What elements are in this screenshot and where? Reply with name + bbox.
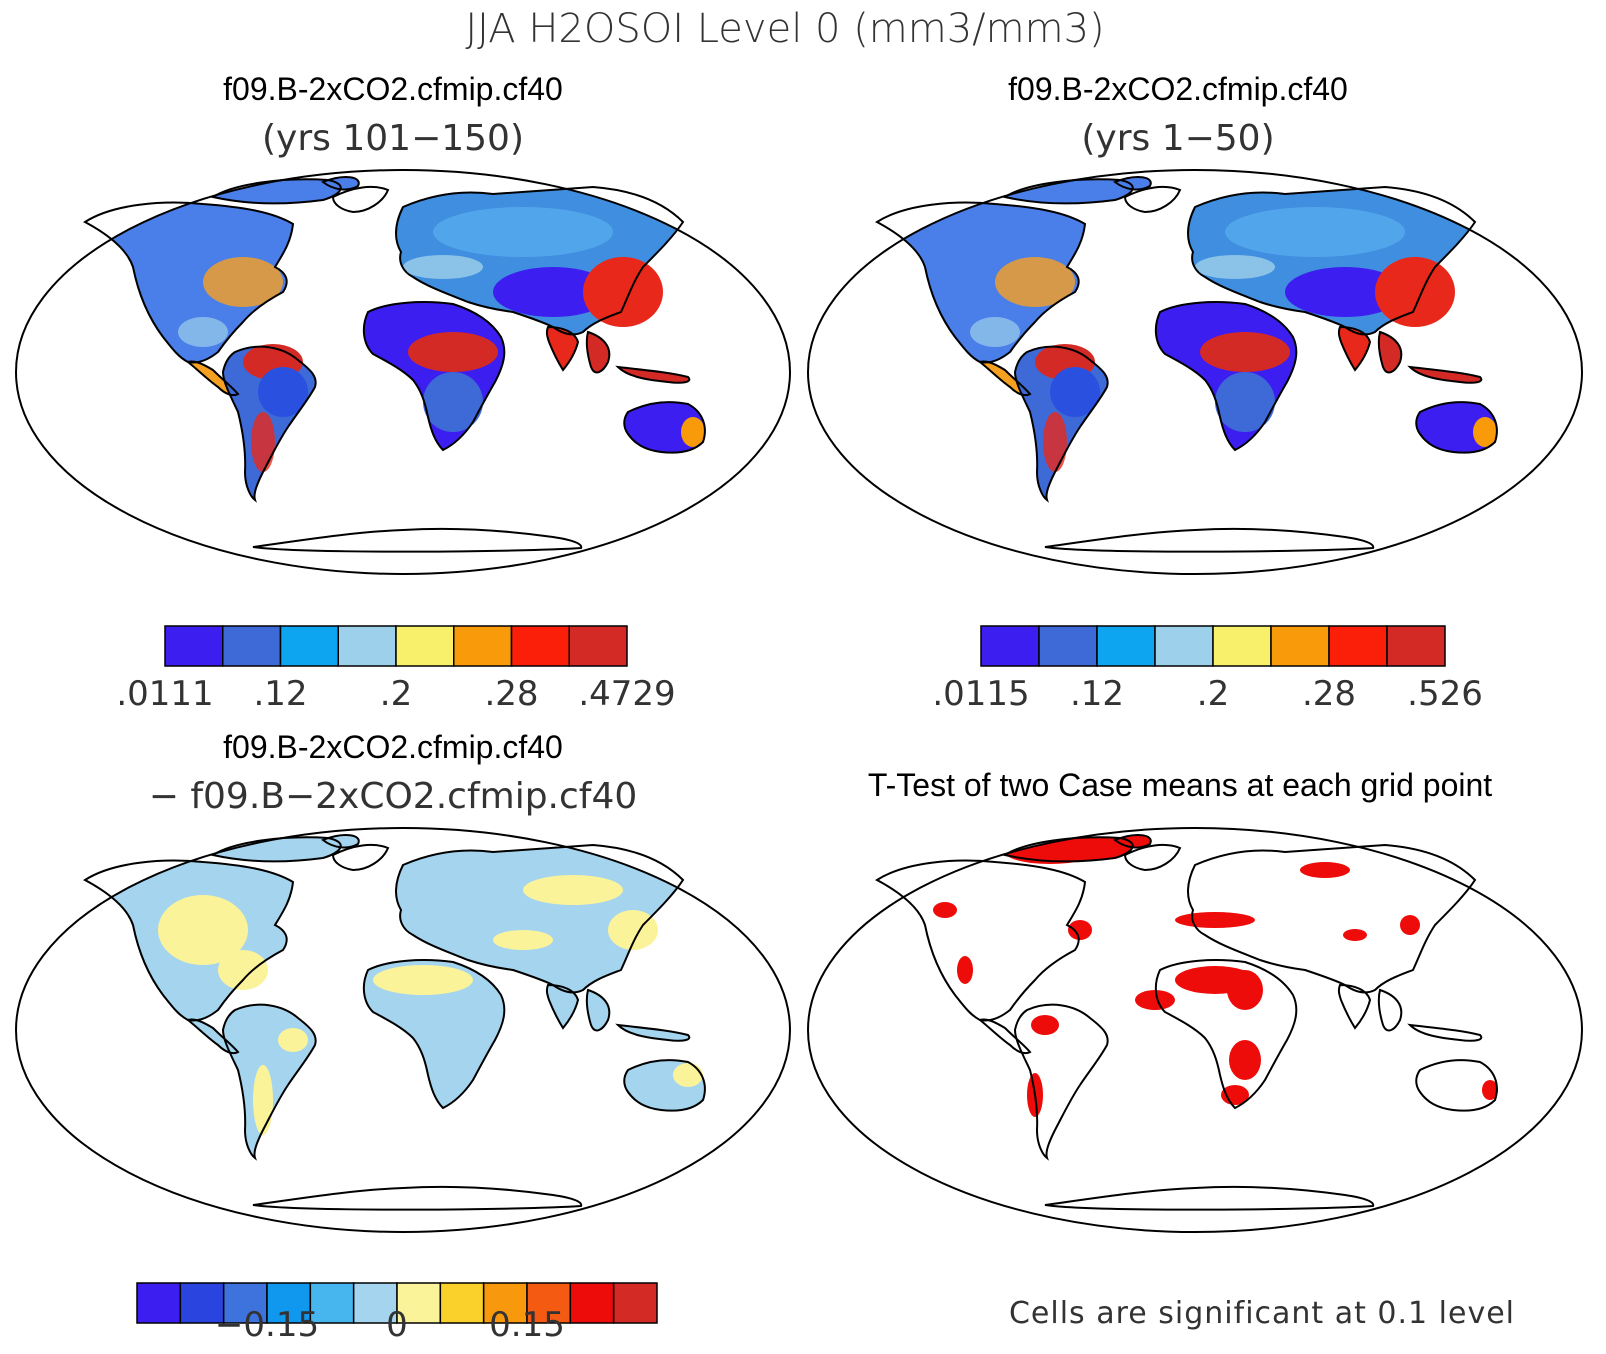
colorbar-swatch <box>612 1282 658 1324</box>
colorbar-swatch <box>164 625 224 667</box>
map-boundary <box>807 169 1583 575</box>
panel-title: f09.B-2xCO2.cfmip.cf40 <box>1008 71 1348 107</box>
colorbar-tick-label: .2 <box>380 674 412 714</box>
colorbar-swatch <box>1096 625 1156 667</box>
colorbar-tick-label: .12 <box>253 674 307 714</box>
colorbar-swatch <box>266 1282 312 1324</box>
colorbar-swatch <box>510 625 570 667</box>
colorbar-swatch <box>337 625 397 667</box>
soil-moisture-map <box>15 169 791 575</box>
colorbar-swatch <box>453 625 513 667</box>
map-boundary <box>15 169 791 575</box>
colorbar-swatch <box>179 1282 225 1324</box>
colorbar-swatch <box>1328 625 1388 667</box>
panel-title: f09.B-2xCO2.cfmip.cf40 <box>223 71 563 107</box>
panel-subtitle: − f09.B−2xCO2.cfmip.cf40 <box>149 776 638 817</box>
significance-map <box>807 827 1583 1233</box>
panel-top-right: f09.B-2xCO2.cfmip.cf40 (yrs 1−50) <box>807 71 1583 714</box>
main-title: JJA H2OSOI Level 0 (mm3/mm3) <box>465 6 1104 52</box>
colorbar-tick-label: .2 <box>1197 674 1229 714</box>
panel-title: T-Test of two Case means at each grid po… <box>868 767 1492 803</box>
colorbar-swatch <box>1212 625 1272 667</box>
colorbar-tick-label: .28 <box>1302 674 1356 714</box>
colorbar: −0.15 0 0.15 <box>136 1282 658 1345</box>
colorbar: .0111 .12 .2 .28 .4729 <box>116 625 676 714</box>
map-boundary <box>15 827 791 1233</box>
significance-note: Cells are significant at 0.1 level <box>1009 1296 1515 1331</box>
colorbar-tick-label: .526 <box>1407 674 1483 714</box>
colorbar-swatch <box>1270 625 1330 667</box>
panel-top-left: f09.B-2xCO2.cfmip.cf40 (yrs 101−150) <box>15 71 791 714</box>
colorbar-swatch <box>222 1282 268 1324</box>
colorbar-tick-label: 0 <box>386 1305 408 1345</box>
colorbar-swatch <box>309 1282 355 1324</box>
map-boundary <box>807 827 1583 1233</box>
colorbar-swatch <box>395 625 455 667</box>
colorbar-swatch <box>439 1282 485 1324</box>
colorbar-swatch <box>526 1282 572 1324</box>
colorbar-swatch <box>1386 625 1446 667</box>
colorbar: .0115 .12 .2 .28 .526 <box>932 625 1483 714</box>
colorbar-swatch <box>396 1282 442 1324</box>
panel-subtitle: (yrs 101−150) <box>262 118 524 159</box>
colorbar-tick-label: .12 <box>1070 674 1124 714</box>
colorbar-swatch <box>1154 625 1214 667</box>
colorbar-tick-label: .0115 <box>932 674 1029 714</box>
difference-map <box>15 827 791 1233</box>
panel-subtitle: (yrs 1−50) <box>1081 118 1274 159</box>
colorbar-swatch <box>569 1282 615 1324</box>
soil-moisture-map <box>807 169 1583 575</box>
colorbar-swatch <box>980 625 1040 667</box>
colorbar-swatch <box>1038 625 1098 667</box>
colorbar-swatch <box>222 625 282 667</box>
colorbar-swatch <box>568 625 628 667</box>
colorbar-tick-label: .4729 <box>578 674 675 714</box>
colorbar-swatch <box>279 625 339 667</box>
panel-title: f09.B-2xCO2.cfmip.cf40 <box>223 729 563 765</box>
colorbar-tick-label: .0111 <box>116 674 213 714</box>
colorbar-tick-label: .28 <box>484 674 538 714</box>
colorbar-tick-label: 0.15 <box>489 1305 565 1345</box>
panel-bottom-right: T-Test of two Case means at each grid po… <box>807 767 1583 1331</box>
panel-bottom-left: f09.B-2xCO2.cfmip.cf40 − f09.B−2xCO2.cfm… <box>15 729 791 1345</box>
colorbar-tick-label: −0.15 <box>215 1305 319 1345</box>
colorbar-swatch <box>136 1282 182 1324</box>
